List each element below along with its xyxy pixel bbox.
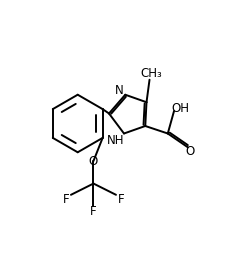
Text: OH: OH [171, 103, 188, 115]
Text: O: O [88, 154, 98, 168]
Text: F: F [117, 192, 124, 206]
Text: F: F [62, 192, 69, 206]
Text: O: O [185, 144, 194, 158]
Text: N: N [114, 85, 123, 97]
Text: NH: NH [106, 134, 123, 147]
Text: F: F [90, 205, 97, 218]
Text: CH₃: CH₃ [140, 67, 162, 80]
